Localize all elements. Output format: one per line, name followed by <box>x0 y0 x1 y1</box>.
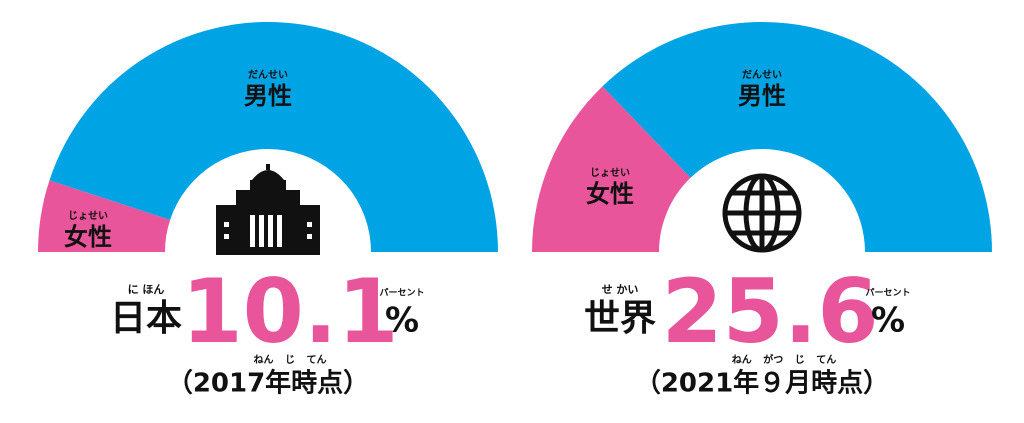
big-value: 10.1 <box>181 260 398 363</box>
segment-ruby: じょせい <box>68 210 108 222</box>
region-ruby: せ かい <box>602 283 639 296</box>
segment-ruby: だんせい <box>248 69 288 81</box>
note: （2017年時点） <box>167 368 369 399</box>
parliament-icon <box>216 164 320 255</box>
segment-label: 男性 <box>738 82 786 110</box>
segment-ruby: じょせい <box>590 167 630 179</box>
segment-label: 女性 <box>64 223 112 251</box>
segment <box>602 22 992 252</box>
note: （2021年９月時点） <box>635 368 889 399</box>
unit-ruby: パーセント <box>379 287 424 299</box>
segment <box>532 86 691 253</box>
unit-ruby: パーセント <box>865 287 910 299</box>
segment-label: 男性 <box>244 82 292 110</box>
big-value: 25.6 <box>661 260 878 363</box>
unit: % <box>871 301 905 341</box>
region: 日本 <box>110 298 182 339</box>
note-ruby: ねん がつ じ てん <box>732 353 836 366</box>
segment <box>38 180 171 252</box>
region-ruby: に ほん <box>128 283 165 296</box>
note-ruby: ねん じ てん <box>254 354 327 366</box>
segment <box>49 21 499 253</box>
globe-icon <box>722 173 802 253</box>
region: 世界 <box>584 298 656 339</box>
segment-label: 女性 <box>586 180 634 208</box>
unit: % <box>385 301 419 341</box>
segment-ruby: だんせい <box>742 69 782 81</box>
